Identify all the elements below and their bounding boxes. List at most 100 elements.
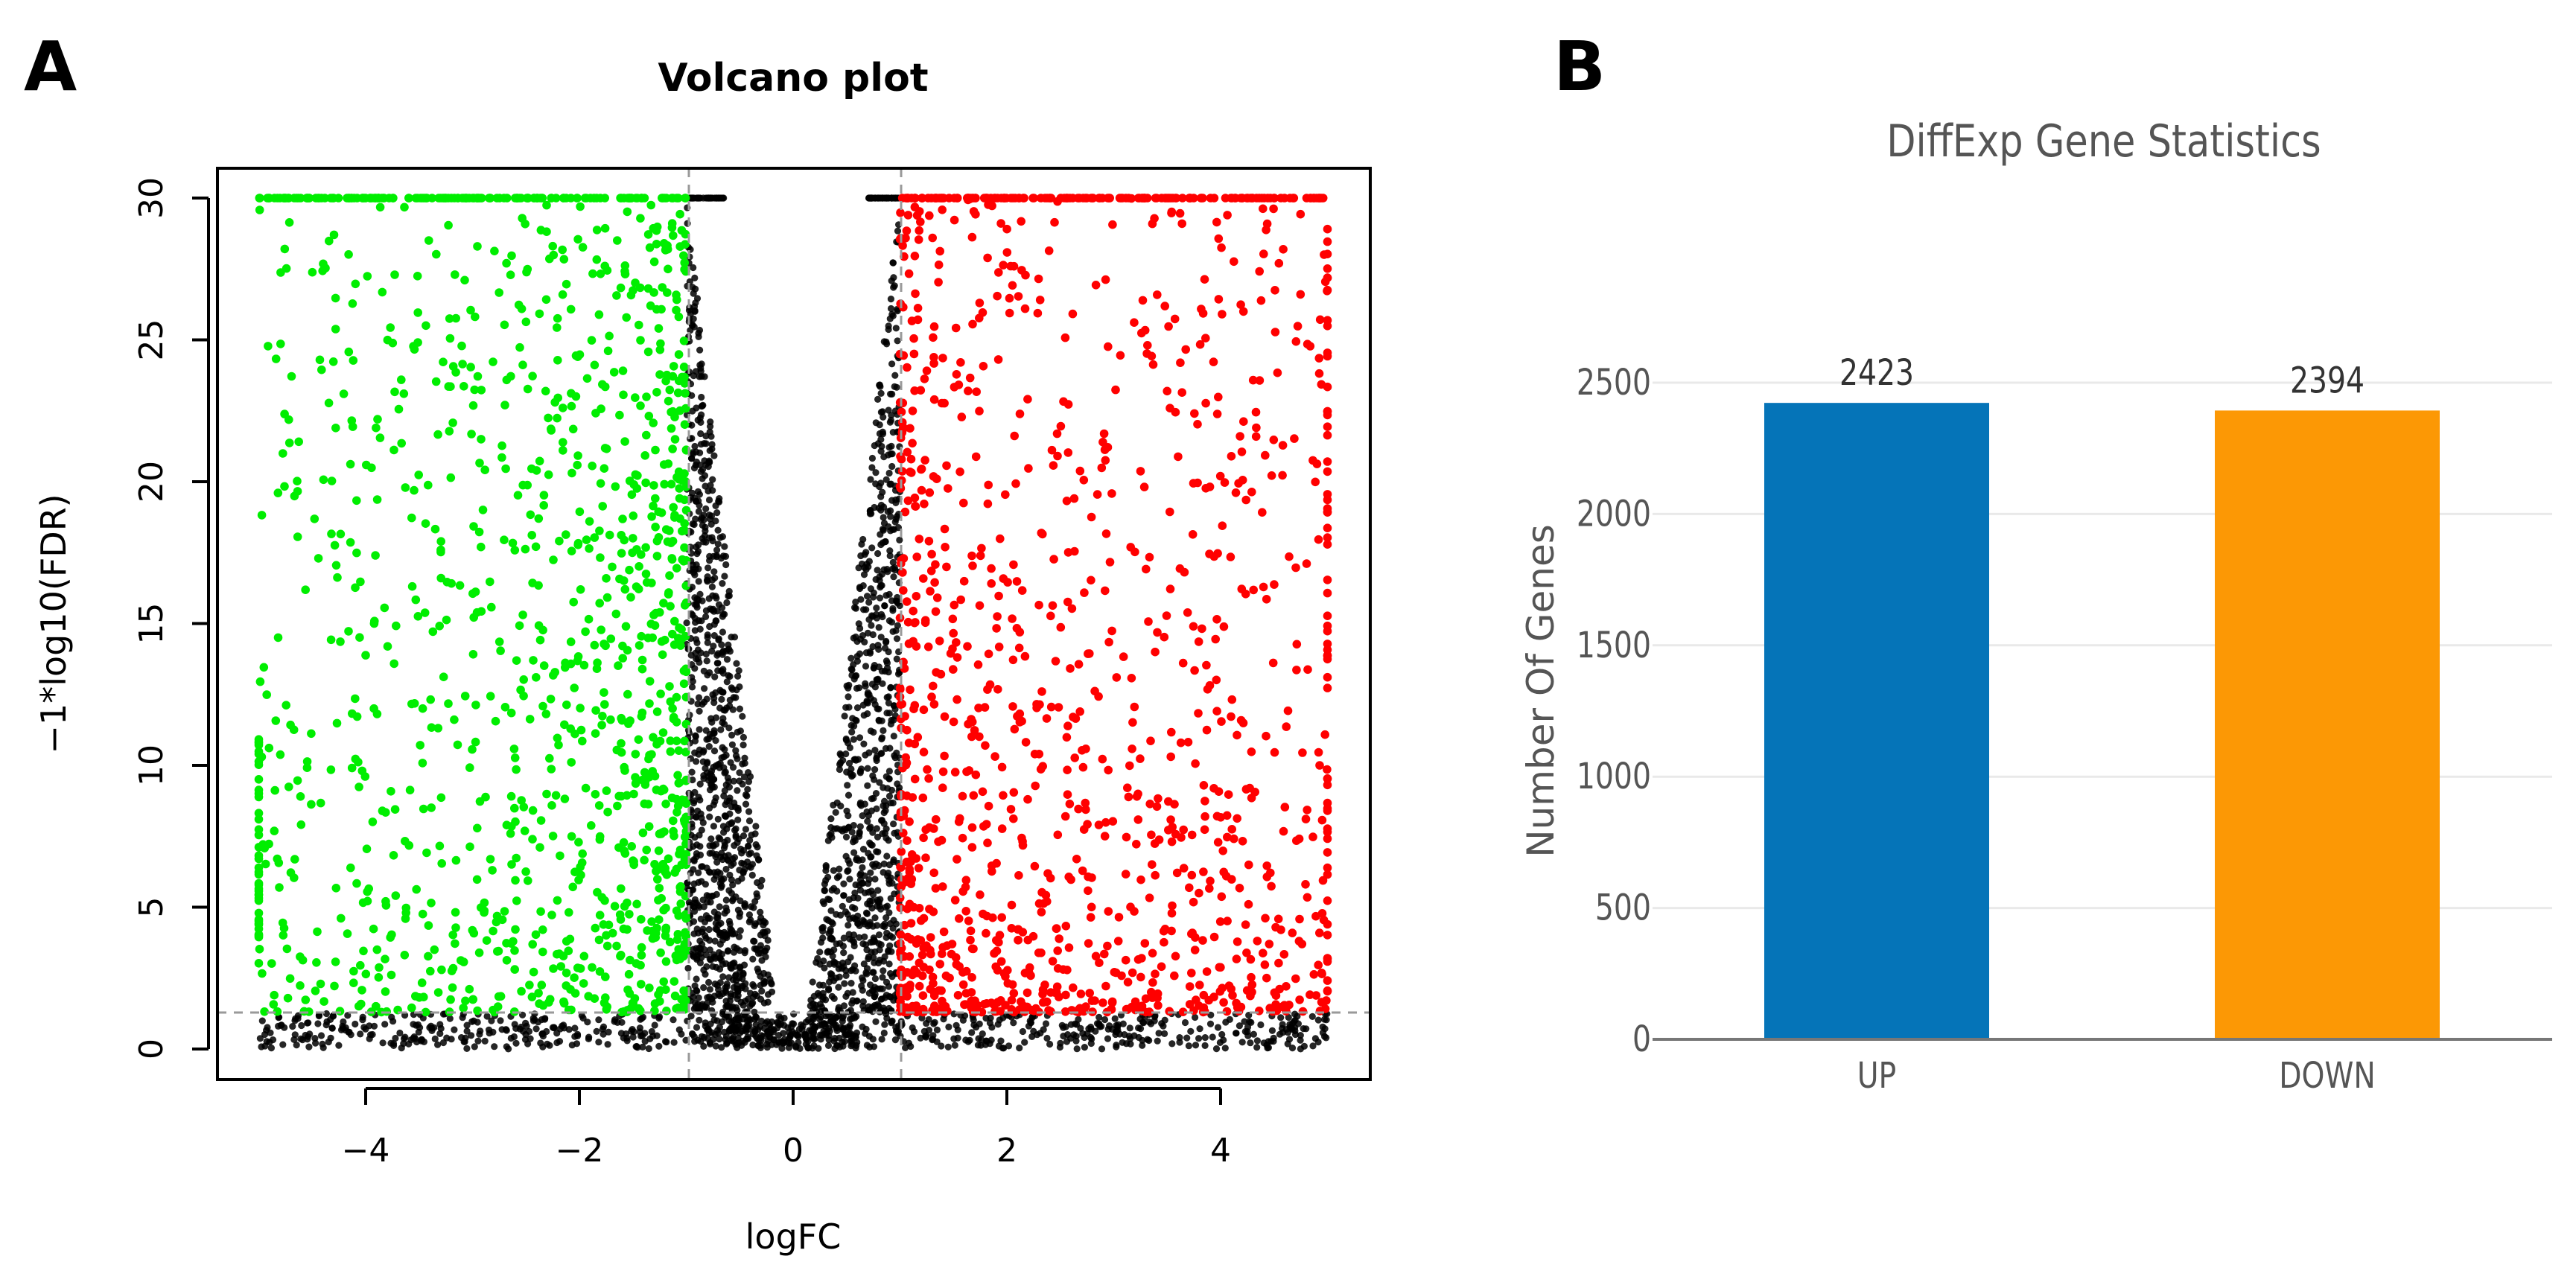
volcano-point-down: [284, 194, 293, 203]
volcano-point-ns: [730, 1023, 737, 1030]
volcano-point-up: [938, 949, 947, 958]
volcano-point-ns: [705, 978, 713, 986]
volcano-point-ns: [796, 1045, 804, 1052]
volcano-point-up: [984, 480, 993, 490]
volcano-point-ns: [711, 673, 719, 680]
volcano-point-up: [952, 370, 961, 379]
volcano-point-ns: [740, 742, 747, 749]
volcano-point-up: [1167, 908, 1177, 918]
volcano-point-ns: [833, 799, 841, 806]
volcano-point-up: [955, 962, 964, 971]
volcano-point-up: [1194, 709, 1203, 718]
volcano-point-up: [897, 418, 907, 427]
volcano-point-ns: [883, 1015, 891, 1022]
volcano-point-up: [932, 593, 942, 602]
volcano-point-ns: [699, 521, 707, 529]
volcano-point-down: [426, 966, 435, 976]
volcano-point-up: [925, 211, 934, 220]
volcano-point-up: [931, 884, 941, 893]
volcano-point-down: [472, 875, 482, 884]
volcano-point-down: [667, 424, 676, 433]
volcano-point-up: [1315, 315, 1325, 325]
volcano-point-up: [1217, 717, 1226, 726]
volcano-point-up: [1187, 830, 1197, 840]
volcano-point-ns: [691, 788, 699, 796]
volcano-point-down: [270, 826, 279, 835]
volcano-point-down: [528, 372, 537, 381]
volcano-point-ns: [881, 602, 888, 610]
volcano-point-up: [1246, 991, 1255, 1001]
volcano-point-up: [911, 289, 920, 299]
volcano-point-up: [906, 468, 915, 476]
volcano-point-ns: [694, 700, 702, 708]
volcano-point-down: [305, 1007, 314, 1016]
volcano-point-down: [302, 763, 312, 772]
volcano-point-ns: [1075, 1016, 1082, 1023]
volcano-point-ns: [1294, 1020, 1302, 1027]
volcano-point-up: [896, 930, 906, 940]
volcano-point-ns: [854, 756, 862, 763]
volcano-point-ns: [842, 735, 850, 743]
volcano-point-up: [942, 562, 951, 572]
volcano-point-ns: [875, 624, 882, 631]
volcano-point-ns: [860, 740, 868, 747]
volcano-point-ns: [886, 745, 894, 752]
volcano-point-up: [1100, 832, 1110, 841]
volcano-point-up: [896, 949, 905, 958]
volcano-point-ns: [766, 975, 774, 983]
volcano-point-down: [273, 488, 283, 497]
volcano-point-ns: [725, 917, 734, 925]
volcano-point-down: [576, 704, 585, 712]
volcano-point-up: [1063, 448, 1073, 457]
volcano-point-ns: [817, 1013, 824, 1021]
volcano-point-up: [1175, 564, 1185, 573]
volcano-point-ns: [1185, 1042, 1192, 1050]
volcano-point-up: [1288, 928, 1297, 937]
volcano-point-up: [1056, 421, 1066, 431]
volcano-point-up: [913, 304, 923, 313]
volcano-point-up: [1154, 1001, 1163, 1010]
volcano-point-ns: [261, 1030, 269, 1039]
volcano-point-down: [279, 931, 288, 940]
volcano-point-down: [424, 951, 433, 961]
volcano-point-down: [465, 984, 474, 994]
volcano-point-up: [926, 567, 936, 576]
volcano-point-up: [896, 714, 906, 724]
volcano-point-ns: [715, 834, 722, 841]
volcano-point-down: [497, 441, 506, 450]
volcano-point-up: [1270, 747, 1279, 757]
volcano-point-ns: [1192, 1042, 1200, 1049]
volcano-point-down: [506, 708, 516, 718]
volcano-point-ns: [882, 592, 890, 599]
volcano-point-down: [254, 880, 264, 890]
volcano-point-down: [344, 347, 354, 357]
volcano-point-down: [512, 656, 521, 665]
volcano-point-down: [383, 642, 392, 651]
volcano-point-ns: [858, 982, 865, 989]
volcano-point-down: [601, 641, 610, 651]
volcano-point-ns: [1206, 1020, 1215, 1027]
volcano-point-up: [1052, 924, 1061, 933]
volcano-point-ns: [695, 565, 702, 573]
volcano-point-ns: [1187, 1027, 1195, 1035]
volcano-point-down: [651, 445, 660, 455]
volcano-point-up: [1259, 249, 1268, 258]
volcano-point-ns: [760, 977, 768, 984]
volcano-point-up: [969, 944, 978, 954]
volcano-point-ns: [398, 1045, 405, 1052]
volcano-point-ns: [778, 1045, 786, 1052]
volcano-point-up: [929, 322, 939, 331]
volcano-point-down: [351, 694, 360, 704]
volcano-point-down: [582, 374, 592, 383]
volcano-point-down: [666, 747, 675, 756]
volcano-point-ns: [532, 1025, 540, 1033]
volcano-point-up: [1130, 907, 1139, 916]
volcano-point-ns: [722, 1036, 729, 1043]
volcano-point-down: [588, 462, 597, 471]
volcano-point-up: [1063, 765, 1072, 774]
volcano-point-ns: [290, 1036, 298, 1043]
volcano-point-ns: [1288, 1045, 1297, 1052]
volcano-point-down: [617, 739, 626, 748]
volcano-point-ns: [695, 1004, 702, 1011]
